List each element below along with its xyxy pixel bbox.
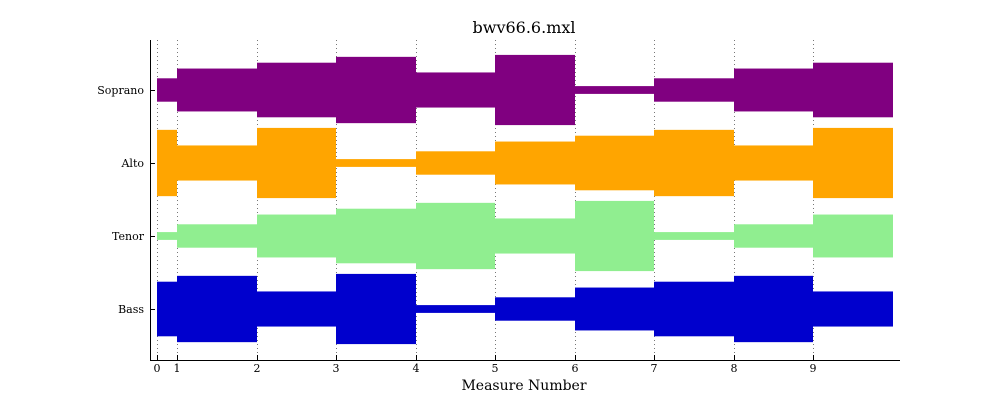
x-axis-label: Measure Number [461, 378, 586, 394]
band-segment [336, 208, 416, 264]
band-segment [257, 127, 336, 199]
x-tick-label: 0 [154, 362, 161, 375]
band-segment [177, 145, 257, 181]
band-segment [813, 127, 893, 199]
band-segment [416, 72, 495, 108]
band-segment [495, 54, 575, 126]
series-bass [157, 273, 893, 345]
band-segment [336, 273, 416, 345]
band-segment [813, 62, 893, 118]
x-tick-label: 3 [333, 362, 340, 375]
band-segment [416, 202, 495, 270]
x-tick-label: 8 [731, 362, 738, 375]
band-segment [813, 291, 893, 327]
x-tick-label: 5 [492, 362, 499, 375]
band-segment [157, 78, 177, 102]
y-tick-label: Tenor [112, 230, 145, 243]
x-tick-label: 7 [651, 362, 658, 375]
band-segment [495, 218, 575, 254]
y-ticks: Soprano Alto Tenor Bass [97, 84, 155, 316]
band-segment [416, 305, 495, 313]
x-tick-label: 2 [254, 362, 261, 375]
series-alto [157, 127, 893, 199]
grid-lines [157, 40, 814, 360]
voice-bands [157, 54, 893, 345]
band-segment [177, 68, 257, 112]
band-segment [416, 151, 495, 175]
band-segment [336, 56, 416, 124]
band-segment [734, 224, 813, 248]
band-segment [654, 78, 734, 102]
series-tenor [157, 200, 893, 272]
x-tick-label: 1 [174, 362, 181, 375]
band-segment [575, 200, 654, 272]
band-segment [734, 275, 813, 343]
x-tick-label: 4 [413, 362, 420, 375]
band-segment [177, 224, 257, 248]
x-tick-label: 6 [572, 362, 579, 375]
band-segment [575, 86, 654, 94]
band-segment [336, 159, 416, 167]
band-segment [257, 214, 336, 258]
band-segment [495, 141, 575, 185]
band-segment [654, 232, 734, 240]
band-segment [495, 297, 575, 321]
y-tick-label: Alto [120, 157, 144, 170]
band-segment [813, 214, 893, 258]
band-segment [654, 129, 734, 197]
band-segment [177, 275, 257, 343]
band-segment [575, 135, 654, 191]
y-tick-label: Bass [118, 303, 144, 316]
band-segment [734, 68, 813, 112]
chart-title: bwv66.6.mxl [473, 18, 576, 37]
series-soprano [157, 54, 893, 126]
band-segment [257, 291, 336, 327]
x-tick-label: 9 [810, 362, 817, 375]
band-segment [575, 287, 654, 331]
band-segment [157, 281, 177, 337]
y-tick-label: Soprano [97, 84, 144, 97]
band-segment [157, 129, 177, 197]
band-segment [257, 62, 336, 118]
band-segment [157, 232, 177, 240]
band-segment [734, 145, 813, 181]
band-segment [654, 281, 734, 337]
